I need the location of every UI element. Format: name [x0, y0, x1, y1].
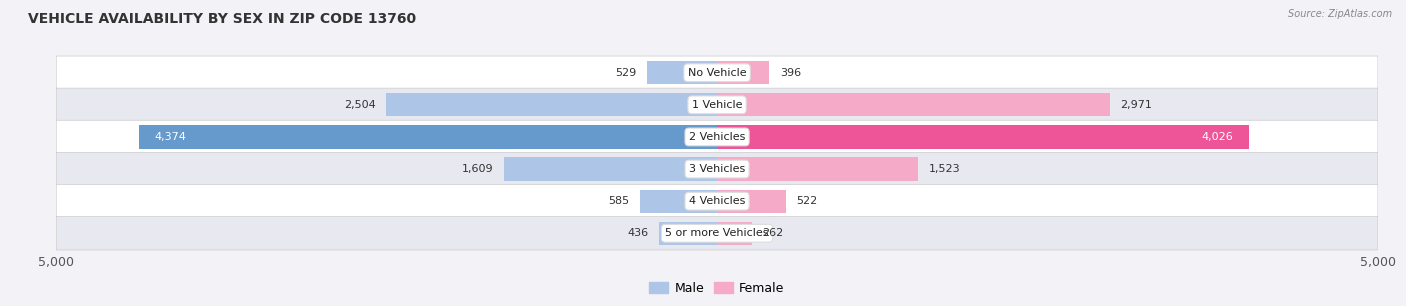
Text: 4,026: 4,026 — [1202, 132, 1233, 142]
Bar — [717, 158, 918, 181]
Text: 3 Vehicles: 3 Vehicles — [689, 164, 745, 174]
Bar — [387, 93, 717, 116]
Bar — [717, 93, 1109, 116]
Bar — [717, 125, 1249, 148]
Text: 4,374: 4,374 — [155, 132, 187, 142]
Text: 522: 522 — [797, 196, 818, 206]
Bar — [717, 61, 769, 84]
Text: 1,523: 1,523 — [929, 164, 960, 174]
Bar — [640, 190, 717, 213]
Text: 529: 529 — [616, 68, 637, 78]
Text: Source: ZipAtlas.com: Source: ZipAtlas.com — [1288, 9, 1392, 19]
Bar — [717, 190, 786, 213]
Text: 5 or more Vehicles: 5 or more Vehicles — [665, 228, 769, 238]
FancyBboxPatch shape — [56, 88, 1378, 121]
Text: 2 Vehicles: 2 Vehicles — [689, 132, 745, 142]
FancyBboxPatch shape — [56, 56, 1378, 89]
FancyBboxPatch shape — [56, 217, 1378, 250]
Bar — [505, 158, 717, 181]
Text: 585: 585 — [607, 196, 628, 206]
Text: 436: 436 — [627, 228, 648, 238]
FancyBboxPatch shape — [56, 185, 1378, 218]
Bar — [139, 125, 717, 148]
Text: 396: 396 — [780, 68, 801, 78]
Text: 4 Vehicles: 4 Vehicles — [689, 196, 745, 206]
Legend: Male, Female: Male, Female — [644, 277, 790, 300]
Bar — [659, 222, 717, 245]
FancyBboxPatch shape — [56, 152, 1378, 186]
Bar — [647, 61, 717, 84]
Text: 1,609: 1,609 — [463, 164, 494, 174]
Text: 2,971: 2,971 — [1121, 100, 1152, 110]
Text: 262: 262 — [762, 228, 783, 238]
Text: No Vehicle: No Vehicle — [688, 68, 747, 78]
Text: 2,504: 2,504 — [344, 100, 375, 110]
Bar — [717, 222, 752, 245]
Text: 1 Vehicle: 1 Vehicle — [692, 100, 742, 110]
FancyBboxPatch shape — [56, 120, 1378, 154]
Text: VEHICLE AVAILABILITY BY SEX IN ZIP CODE 13760: VEHICLE AVAILABILITY BY SEX IN ZIP CODE … — [28, 12, 416, 26]
